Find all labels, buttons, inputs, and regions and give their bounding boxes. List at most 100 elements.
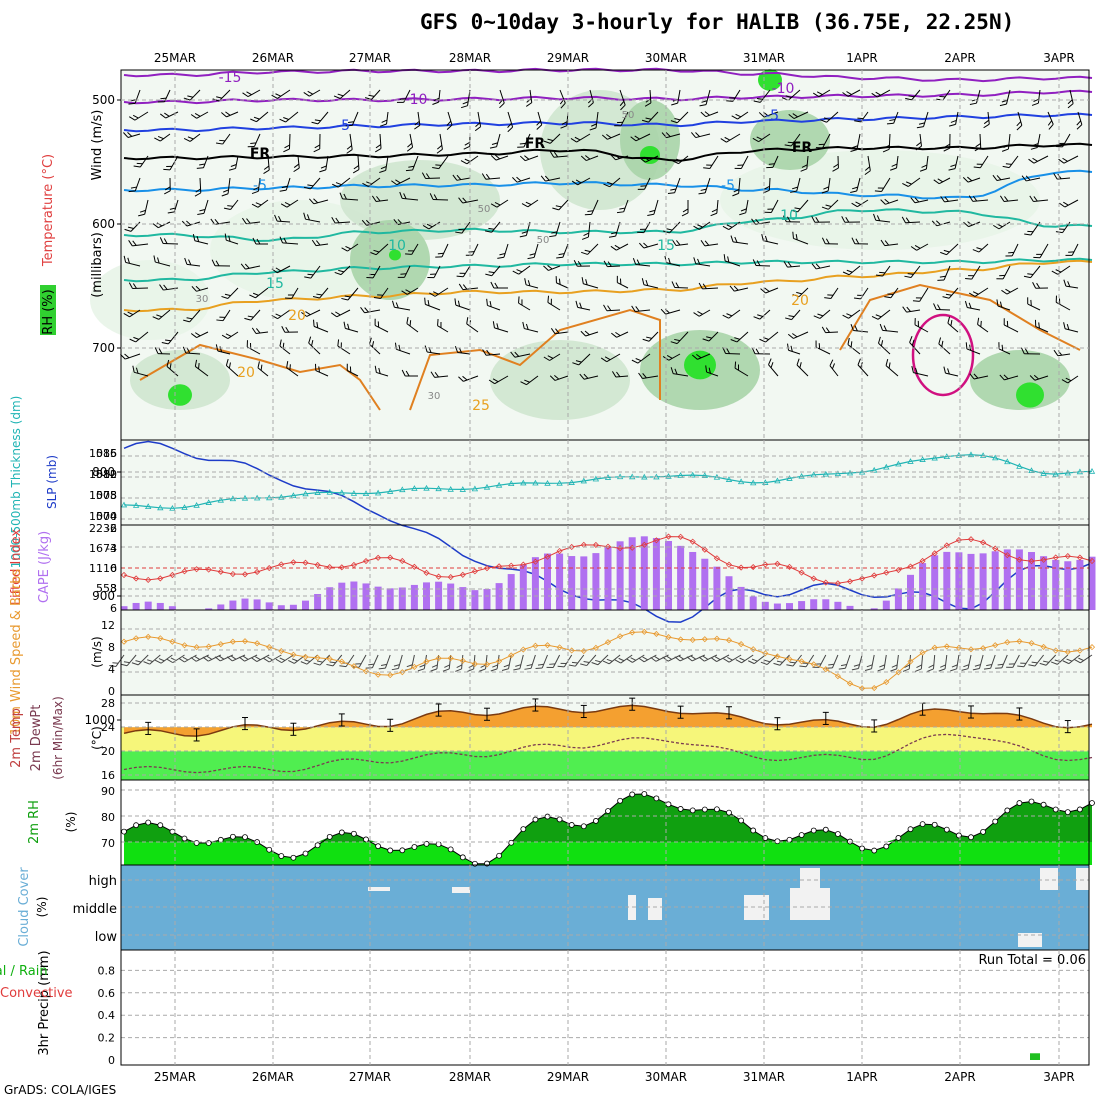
barb-staff bbox=[230, 199, 239, 210]
barb-flag bbox=[730, 339, 738, 343]
barb-staff bbox=[1034, 375, 1049, 381]
cape-bar bbox=[665, 540, 672, 610]
barb-staff bbox=[461, 654, 464, 669]
wind-barb bbox=[549, 375, 569, 381]
barb-staff bbox=[674, 177, 681, 193]
barb-flag bbox=[499, 252, 506, 256]
barb-staff bbox=[402, 197, 419, 201]
barb-flag bbox=[1002, 165, 1010, 169]
barb-flag bbox=[238, 656, 245, 662]
barb-staff bbox=[728, 221, 741, 230]
barb-staff bbox=[227, 177, 231, 194]
barb-staff bbox=[911, 89, 921, 101]
barb-flag bbox=[999, 103, 1007, 107]
barb-flag bbox=[735, 113, 742, 118]
wind-barb bbox=[902, 306, 921, 313]
barb-flag bbox=[941, 340, 944, 347]
barb-flag bbox=[1020, 662, 1027, 664]
barb-flag bbox=[376, 196, 381, 202]
barb-staff bbox=[1003, 199, 1019, 202]
wind-barb bbox=[1029, 195, 1049, 203]
barb-staff bbox=[319, 654, 331, 666]
wind-barb bbox=[611, 371, 629, 378]
wind-barb bbox=[973, 155, 989, 169]
temperature-contour bbox=[123, 112, 1093, 133]
barb-flag bbox=[644, 102, 652, 107]
barb-flag bbox=[221, 295, 229, 299]
cape-bar bbox=[1040, 556, 1048, 610]
barb-staff bbox=[709, 155, 719, 169]
barb-staff bbox=[635, 264, 651, 267]
barb-staff bbox=[310, 265, 321, 279]
barb-staff bbox=[436, 654, 440, 669]
barb-staff bbox=[819, 309, 831, 319]
barb-flag bbox=[782, 215, 787, 222]
barb-flag bbox=[876, 215, 881, 221]
barb-flag bbox=[890, 167, 897, 171]
barb-staff bbox=[409, 133, 414, 148]
wind-barb bbox=[455, 221, 471, 234]
cape-bar bbox=[1076, 559, 1084, 610]
barb-flag bbox=[194, 656, 201, 660]
rh-marker bbox=[1052, 806, 1059, 813]
rh-marker bbox=[943, 826, 950, 833]
wind-barb bbox=[879, 323, 899, 333]
barb-flag bbox=[795, 234, 798, 240]
barb-flag bbox=[288, 659, 295, 664]
barb-flag bbox=[307, 184, 314, 187]
barb-flag bbox=[1029, 375, 1036, 381]
barb-flag bbox=[972, 668, 980, 671]
precip-bar bbox=[1030, 1053, 1040, 1060]
barb-flag bbox=[1063, 279, 1067, 287]
cape-bar bbox=[846, 605, 854, 610]
wind-barb bbox=[482, 349, 501, 356]
wind-barb bbox=[943, 366, 959, 377]
barb-flag bbox=[811, 263, 817, 270]
barb-staff bbox=[305, 218, 321, 223]
barb-staff bbox=[635, 309, 651, 313]
wind-barb bbox=[435, 243, 449, 258]
cape-bar bbox=[761, 601, 769, 610]
barb-flag bbox=[857, 358, 861, 366]
barb-flag bbox=[901, 216, 906, 224]
wind-barb bbox=[371, 195, 389, 202]
barb-flag bbox=[939, 275, 946, 278]
lifted-index-marker bbox=[750, 563, 757, 571]
cape-bar bbox=[120, 606, 128, 610]
barb-flag bbox=[524, 667, 532, 670]
barb-flag bbox=[667, 192, 675, 195]
barb-staff bbox=[309, 89, 321, 97]
barb-flag bbox=[620, 104, 626, 111]
wind-barb bbox=[815, 340, 831, 355]
barb-staff bbox=[987, 111, 990, 125]
barb-staff bbox=[704, 243, 719, 247]
lifted-index-marker bbox=[907, 563, 914, 570]
wind-barb bbox=[543, 265, 561, 271]
barb-staff bbox=[340, 265, 351, 276]
rh-marker bbox=[1004, 807, 1011, 814]
barb-flag bbox=[479, 668, 486, 672]
wind-barb bbox=[792, 231, 809, 245]
barb-flag bbox=[307, 90, 314, 95]
wind-barb bbox=[304, 265, 321, 279]
barb-staff bbox=[285, 111, 299, 123]
barb-flag bbox=[278, 215, 282, 222]
wind10-barb bbox=[378, 654, 391, 670]
barb-flag bbox=[570, 138, 577, 143]
barb-flag bbox=[821, 326, 826, 333]
barb-flag bbox=[851, 202, 858, 208]
lifted-index-marker bbox=[713, 555, 720, 562]
cloud-clear-patch bbox=[790, 888, 830, 920]
wind-barb bbox=[1055, 133, 1071, 148]
barb-flag bbox=[344, 295, 351, 298]
barb-staff bbox=[527, 199, 539, 208]
barb-flag bbox=[571, 180, 578, 186]
wind-barb bbox=[352, 155, 360, 174]
barb-flag bbox=[211, 259, 216, 266]
lifted-index-marker bbox=[834, 580, 841, 587]
barb-staff bbox=[967, 177, 981, 183]
barb-staff bbox=[608, 654, 621, 665]
barb-flag bbox=[999, 274, 1006, 277]
barb-flag bbox=[154, 347, 159, 354]
lifted-index-marker bbox=[604, 543, 612, 550]
